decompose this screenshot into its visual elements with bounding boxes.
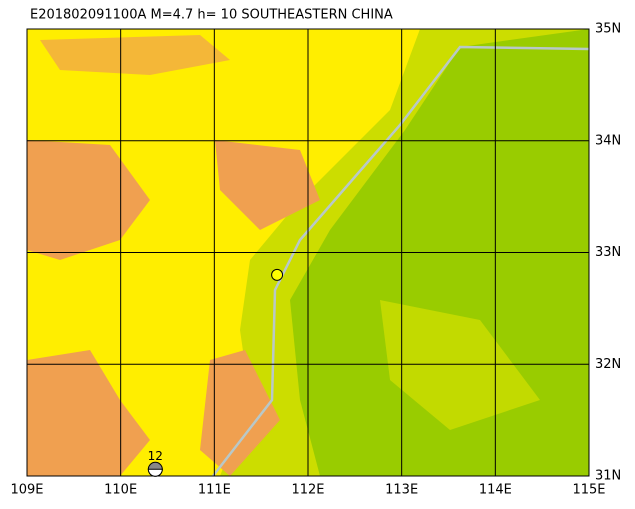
x-tick-label: 114E (479, 483, 512, 498)
x-tick-label: 109E (10, 483, 43, 498)
x-tick-label: 110E (104, 483, 137, 498)
y-tick-label: 31N (595, 469, 621, 484)
y-tick-label: 32N (595, 357, 621, 372)
x-tick-label: 111E (198, 483, 231, 498)
map-title: E201802091100A M=4.7 h= 10 SOUTHEASTERN … (30, 8, 393, 23)
station-marker-half (147, 468, 163, 477)
x-tick-label: 113E (385, 483, 418, 498)
y-tick-label: 34N (595, 133, 621, 148)
y-tick-label: 33N (595, 245, 621, 260)
station-label: 12 (148, 449, 163, 463)
y-tick-label: 35N (595, 22, 621, 37)
event-marker (271, 268, 284, 281)
x-tick-label: 115E (572, 483, 605, 498)
x-tick-label: 112E (291, 483, 324, 498)
